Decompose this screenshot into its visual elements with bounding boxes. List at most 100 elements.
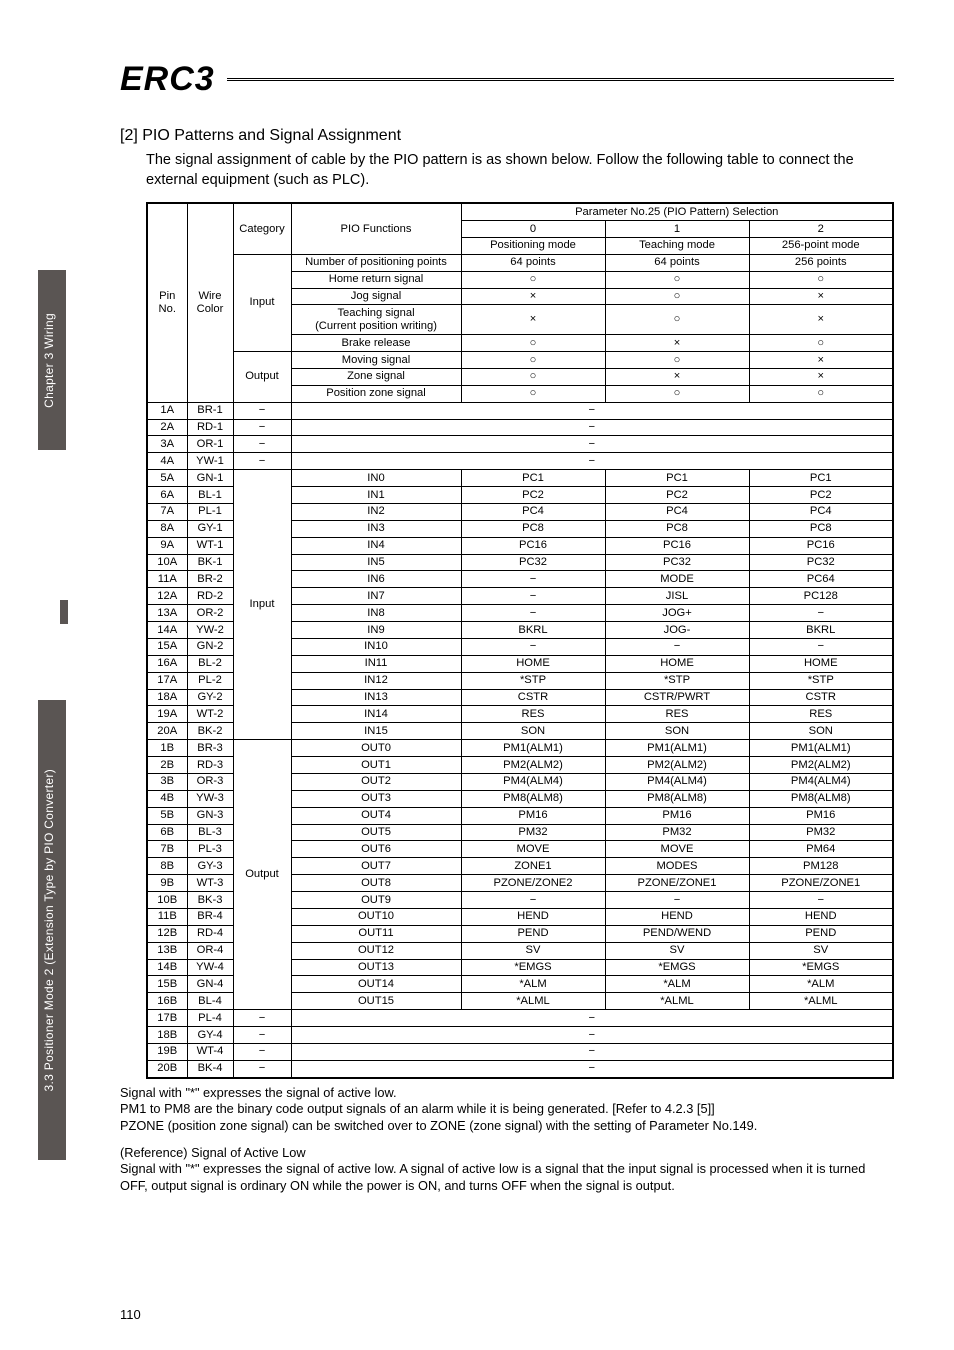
wire-cell: OR-4 <box>187 942 233 959</box>
val-cell: PC128 <box>749 588 893 605</box>
hdr-mode-num: 0 <box>461 221 605 238</box>
func-cell: OUT10 <box>291 908 461 925</box>
func-cell: OUT4 <box>291 807 461 824</box>
func-cell: OUT15 <box>291 993 461 1010</box>
val-cell: HEND <box>461 908 605 925</box>
val-cell: MODE <box>605 571 749 588</box>
val-cell: PEND/WEND <box>605 925 749 942</box>
val-cell: HOME <box>461 655 605 672</box>
pin-cell: 19A <box>147 706 187 723</box>
func-cell: IN9 <box>291 622 461 639</box>
val-cell: − <box>461 571 605 588</box>
wire-cell: PL-1 <box>187 503 233 520</box>
func-cell: OUT0 <box>291 740 461 757</box>
val-cell: ○ <box>605 385 749 402</box>
pin-cell: 7B <box>147 841 187 858</box>
val-cell: CSTR <box>749 689 893 706</box>
val-cell: BKRL <box>749 622 893 639</box>
wire-cell: BR-2 <box>187 571 233 588</box>
val-cell: *STP <box>461 672 605 689</box>
val-cell: PM32 <box>461 824 605 841</box>
pin-cell: 2B <box>147 757 187 774</box>
span-cell: − <box>291 1043 893 1060</box>
pin-cell: 15B <box>147 976 187 993</box>
pin-cell: 7A <box>147 503 187 520</box>
val-cell: − <box>461 892 605 909</box>
func-cell: IN8 <box>291 605 461 622</box>
func-cell: IN1 <box>291 487 461 504</box>
pin-cell: 2A <box>147 419 187 436</box>
wire-cell: BL-3 <box>187 824 233 841</box>
val-cell: ○ <box>461 271 605 288</box>
logo: ERC3 <box>120 60 215 99</box>
pin-cell: 20B <box>147 1060 187 1077</box>
func-cell: OUT14 <box>291 976 461 993</box>
func-cell: IN12 <box>291 672 461 689</box>
val-cell: PM16 <box>605 807 749 824</box>
span-cell: − <box>291 1027 893 1044</box>
val-cell: PM4(ALM4) <box>749 773 893 790</box>
pin-cell: 9B <box>147 875 187 892</box>
func-cell: IN11 <box>291 655 461 672</box>
val-cell: PM1(ALM1) <box>749 740 893 757</box>
pin-cell: 13B <box>147 942 187 959</box>
val-cell: HEND <box>749 908 893 925</box>
val-cell: MODES <box>605 858 749 875</box>
pin-cell: 4A <box>147 453 187 470</box>
val-cell: × <box>605 335 749 352</box>
val-cell: ○ <box>605 271 749 288</box>
wire-cell: BR-3 <box>187 740 233 757</box>
wire-cell: WT-4 <box>187 1043 233 1060</box>
func-cell: IN5 <box>291 554 461 571</box>
val-cell: − <box>605 892 749 909</box>
val-cell: PC2 <box>461 487 605 504</box>
val-cell: *STP <box>749 672 893 689</box>
cat-group: Output <box>233 740 291 1010</box>
pin-cell: 16B <box>147 993 187 1010</box>
val-cell: PM2(ALM2) <box>749 757 893 774</box>
val-cell: PZONE/ZONE1 <box>605 875 749 892</box>
pin-cell: 5A <box>147 470 187 487</box>
val-cell: SON <box>461 723 605 740</box>
func-cell: IN10 <box>291 638 461 655</box>
logo-rule <box>227 78 894 81</box>
cat-cell: − <box>233 1010 291 1027</box>
wire-cell: BK-2 <box>187 723 233 740</box>
val-cell: − <box>749 605 893 622</box>
cat-cell: − <box>233 1060 291 1077</box>
side-tab-blip <box>60 600 68 624</box>
val-cell: PC32 <box>749 554 893 571</box>
span-cell: − <box>291 1060 893 1077</box>
wire-cell: OR-1 <box>187 436 233 453</box>
val-cell: RES <box>749 706 893 723</box>
pin-cell: 12B <box>147 925 187 942</box>
val-cell: − <box>749 892 893 909</box>
pin-cell: 14B <box>147 959 187 976</box>
wire-cell: BK-3 <box>187 892 233 909</box>
pin-cell: 17B <box>147 1010 187 1027</box>
val-cell: − <box>461 638 605 655</box>
val-cell: PC2 <box>605 487 749 504</box>
func-cell: Position zone signal <box>291 385 461 402</box>
val-cell: PC16 <box>605 537 749 554</box>
span-cell: − <box>291 402 893 419</box>
wire-cell: WT-2 <box>187 706 233 723</box>
pin-cell: 11A <box>147 571 187 588</box>
pin-cell: 8A <box>147 520 187 537</box>
val-cell: ○ <box>605 352 749 369</box>
wire-cell: YW-4 <box>187 959 233 976</box>
pin-cell: 13A <box>147 605 187 622</box>
pin-cell: 18B <box>147 1027 187 1044</box>
cat-cell: − <box>233 419 291 436</box>
pin-cell: 17A <box>147 672 187 689</box>
val-cell: PZONE/ZONE2 <box>461 875 605 892</box>
wire-cell: RD-2 <box>187 588 233 605</box>
func-cell: IN2 <box>291 503 461 520</box>
val-cell: PM64 <box>749 841 893 858</box>
pin-cell: 1A <box>147 402 187 419</box>
val-cell: ZONE1 <box>461 858 605 875</box>
func-cell: Jog signal <box>291 288 461 305</box>
wire-cell: GY-1 <box>187 520 233 537</box>
span-cell: − <box>291 419 893 436</box>
func-cell: Moving signal <box>291 352 461 369</box>
